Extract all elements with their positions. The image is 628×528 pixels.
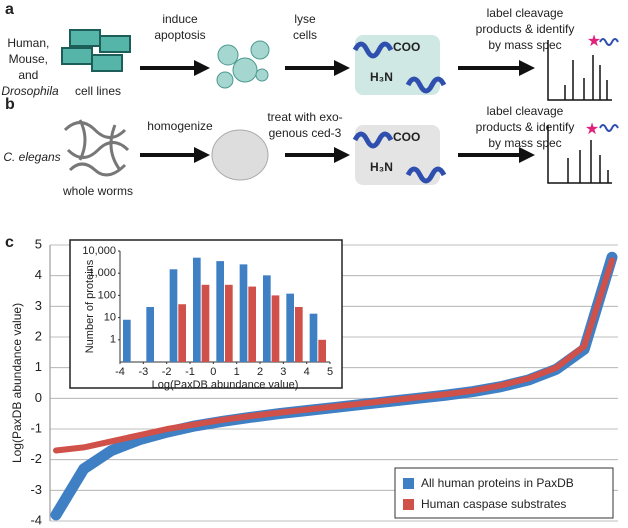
y-tick-label: 5 [35,236,42,251]
bar [193,257,201,362]
terminus-label: H₃N [370,70,393,84]
x-tick-label: 3 [280,366,286,378]
bar [169,269,178,362]
legend-swatch [403,499,414,510]
legend-label: All human proteins in PaxDB [421,476,574,490]
lysate [352,35,447,95]
worms-icon [63,119,130,177]
inset-chart: 1 10 100 1,000 10,000 -4 -3 -2 -1 0 1 2 3 4 5 Log(PaxDB… [69,239,343,391]
y-tick-label: -4 [30,512,42,527]
legend-label: Human caspase substrates [421,497,566,511]
x-axis-label: Log(PaxDB abundance value) [152,379,299,391]
y-tick-label: 1,000 [88,267,116,279]
y-tick-label: 4 [35,267,42,282]
bar [201,284,210,362]
step-label: by mass spec [488,38,561,52]
panel-a: a Human, Mouse, and Drosophila cell line… [1,1,619,101]
y-tick-label: -3 [30,482,42,497]
bar [123,319,131,362]
x-tick-label: 0 [210,366,216,378]
bar [146,307,154,362]
y-tick-label: 10,000 [82,245,116,257]
bar [271,295,280,362]
legend-swatch [403,478,414,489]
source-label: whole worms [62,184,133,198]
lysate [352,125,447,185]
y-tick-label: 10 [104,312,116,324]
y-tick-label: -2 [30,451,42,466]
x-tick-label: 2 [257,366,263,378]
y-tick-label: 0 [35,390,42,405]
panel-label: c [5,234,14,251]
bar [318,339,326,362]
organism: Human, [7,36,49,50]
spectrum [547,38,619,101]
x-tick-label: -1 [185,366,195,378]
step-label: treat with exo- [267,110,342,124]
label-star: ★ [585,121,599,138]
step-label: induce [162,12,198,26]
bar [248,286,256,362]
main-chart: -4 -3 -2 -1 0 1 2 3 4 5 Log(PaxDB abundance value)… [10,236,618,527]
step-label: label cleavage [487,104,564,118]
terminus-label: H₃N [370,160,393,174]
source-label: cell lines [75,84,121,98]
y-tick-label: 1 [110,334,116,346]
label-star: ★ [587,33,601,50]
step-label: products & identify [476,22,575,36]
y-tick-label: 100 [98,289,116,301]
y-tick-label: 3 [35,298,42,313]
step-label: apoptosis [154,28,205,42]
y-axis-label: Number of proteins [84,259,96,353]
organism: Drosophila [1,84,59,98]
step-label: homogenize [147,119,213,133]
y-tick-label: -1 [30,420,42,435]
x-tick-label: -4 [115,366,125,378]
bar [263,275,271,362]
y-axis-label: Log(PaxDB abundance value) [10,303,24,463]
organism: and [18,68,38,82]
step-label: label cleavage [487,6,564,20]
apoptotic-cells [216,40,270,89]
bar [295,307,303,362]
x-tick-label: 4 [304,366,310,378]
bar [239,264,248,362]
step-label: genous ced-3 [269,126,342,140]
cell-icon [61,29,131,72]
x-tick-label: -3 [138,366,148,378]
terminus-label: COO [393,130,420,144]
y-tick-label: 2 [35,328,42,343]
series-line [53,257,615,454]
legend-box [394,467,614,519]
organism: C. elegans [3,150,60,164]
step-label: products & identify [476,120,575,134]
bar [216,261,224,362]
x-tick-label: 5 [327,366,333,378]
x-tick-label: -2 [162,366,172,378]
panel-b: b C. elegans whole worms homogenize trea… [3,96,619,198]
organism: Mouse, [9,52,48,66]
homogenate [211,129,269,181]
step-label: lyse [294,12,316,26]
bar [178,304,186,362]
panel-label: b [5,96,15,113]
bar [225,284,233,362]
terminus-label: COO [393,40,420,54]
organism-text: Human, Mouse, and Drosophila [1,36,59,98]
x-tick-label: 1 [234,366,240,378]
bar [286,293,294,362]
panel-label: a [5,1,14,18]
y-tick-label: 1 [35,359,42,374]
step-label: cells [293,28,317,42]
bar [309,313,318,362]
spectrum [547,124,619,184]
step-label: by mass spec [488,136,561,150]
